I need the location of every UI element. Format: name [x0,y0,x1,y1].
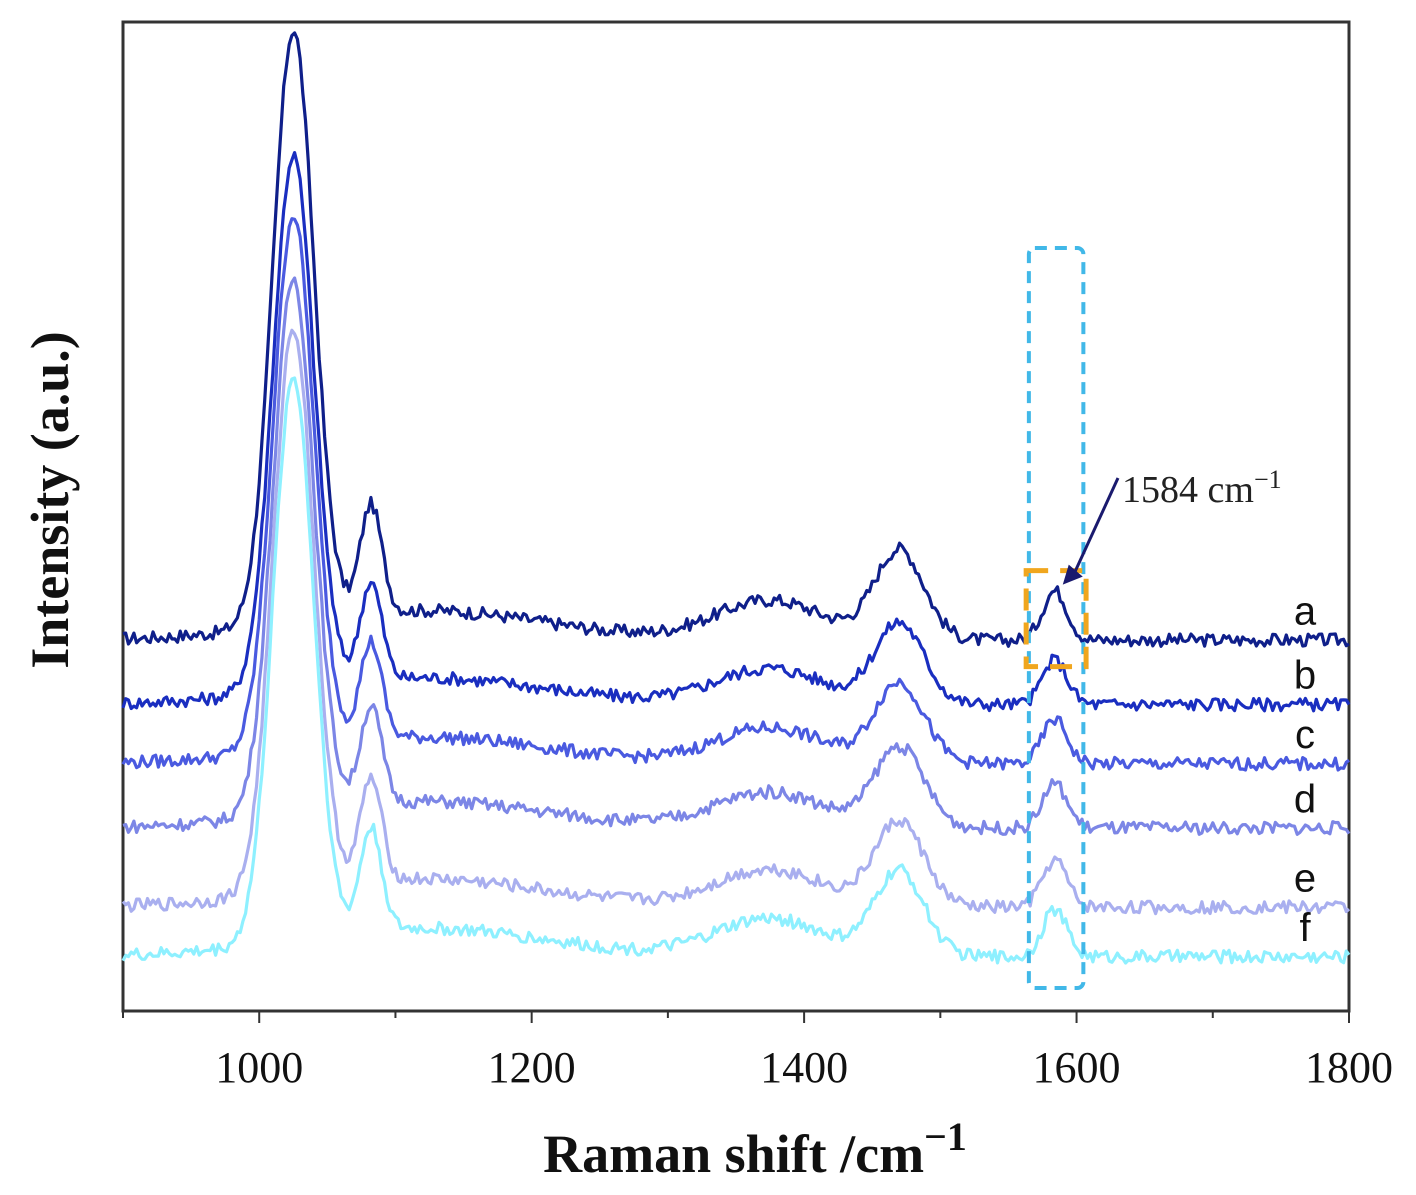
x-axis-ticks: 1000 1200 1400 1600 1800 [122,1011,1393,1092]
series-label-e: e [1294,856,1316,900]
annotation-text: 1584 cm [1122,469,1254,511]
series-line-f [121,376,1351,965]
annotation-arrow [1071,477,1120,578]
series-line-b [121,151,1351,713]
x-axis-title-superscript: −1 [924,1114,967,1159]
annotation-arrowhead [1062,564,1083,585]
series-label-f: f [1299,906,1311,950]
x-axis-title: Raman shift /cm−1 [543,1114,967,1184]
highlight-region-box [1026,246,1086,990]
highlight-peak-box [1023,568,1089,670]
x-tick-label-1000: 1000 [215,1043,303,1092]
annotation-label: 1584 cm−1 [1122,465,1282,511]
series-label-c: c [1295,713,1315,757]
x-tick-label-1600: 1600 [1033,1043,1121,1092]
x-tick-label-1400: 1400 [760,1043,848,1092]
annotation-superscript: −1 [1254,465,1282,494]
y-axis-title: Intensity (a.u.) [20,331,80,669]
plot-frame [121,20,1351,1013]
x-tick-label-1200: 1200 [488,1043,576,1092]
series-line-e [121,328,1351,916]
series-line-d [122,276,1351,836]
series-line-a [122,31,1350,648]
series-label-a: a [1294,589,1317,633]
series-label-b: b [1294,654,1316,698]
x-tick-label-1800: 1800 [1305,1043,1393,1092]
series-line-c [121,217,1350,772]
series-label-d: d [1294,777,1316,821]
annotations: 1584 cm−1 [1023,246,1282,990]
